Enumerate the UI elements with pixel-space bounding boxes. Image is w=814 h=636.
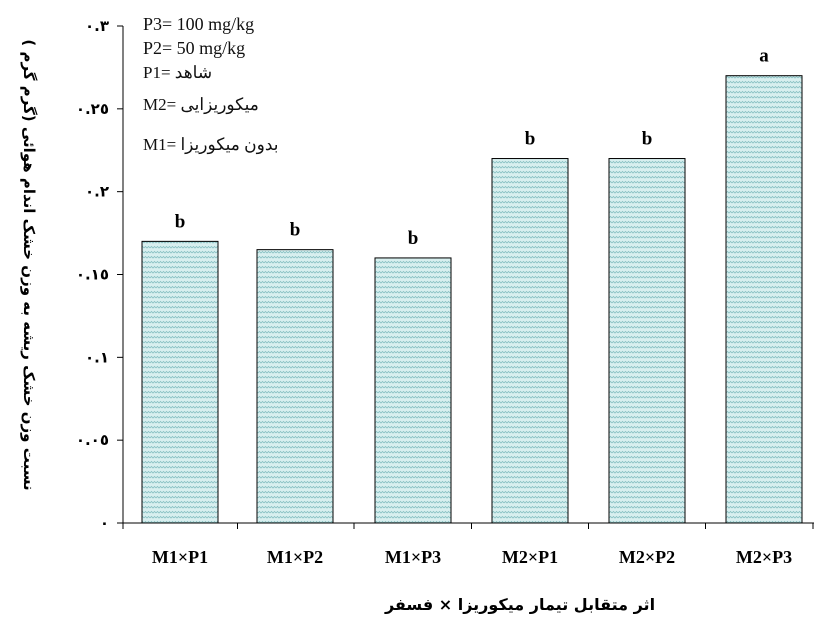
x-tick-label: M1×P2 <box>267 547 323 567</box>
y-tick-label: ٠ <box>100 514 109 532</box>
bar-M2×P2 <box>608 158 686 524</box>
x-tick-label: M1×P1 <box>152 547 208 567</box>
bar-M1×P2 <box>256 249 334 524</box>
x-tick-label: M1×P3 <box>385 547 441 567</box>
x-tick-label: M2×P2 <box>619 547 675 567</box>
x-tick-label: M2×P1 <box>502 547 558 567</box>
y-tick-label: ٠.٠٥ <box>76 431 109 449</box>
bar-M2×P3 <box>725 75 803 524</box>
y-axis-label: نسبت وزن خشک ریشه به وزن خشک اندام هوائی… <box>20 39 38 490</box>
y-tick-label: ٠.١٥ <box>76 266 109 284</box>
significance-letter: b <box>642 129 653 150</box>
legend-line-p1: P1= شاهد <box>143 63 212 82</box>
y-tick-label: ٠.٢ <box>85 183 109 201</box>
legend-line-m2: M2= میکوریزایی <box>143 95 259 115</box>
bar-M1×P3 <box>374 257 452 524</box>
y-tick-label: ٠.٣ <box>85 17 109 35</box>
legend: P3= 100 mg/kg P2= 50 mg/kg P1= شاهد M2= … <box>143 14 279 155</box>
significance-letter: a <box>759 46 769 67</box>
significance-letter: b <box>175 211 186 232</box>
legend-line-m1: M1= بدون میکوریزا <box>143 135 279 155</box>
significance-letter: b <box>290 220 301 241</box>
bar-M2×P1 <box>491 158 569 524</box>
significance-letter: b <box>408 228 419 249</box>
x-axis-label: اثر متقابل تیمار میکوریزا × فسفر <box>384 595 655 614</box>
legend-line-p3: P3= 100 mg/kg <box>143 14 254 34</box>
y-tick-label: ٠.٢٥ <box>76 100 109 118</box>
legend-line-p2: P2= 50 mg/kg <box>143 38 245 58</box>
y-axis <box>117 25 124 524</box>
significance-letter: b <box>525 129 536 150</box>
x-axis <box>122 522 814 529</box>
y-tick-label: ٠.١ <box>85 348 109 366</box>
bar-M1×P1 <box>141 240 219 524</box>
x-tick-label: M2×P3 <box>736 547 792 567</box>
